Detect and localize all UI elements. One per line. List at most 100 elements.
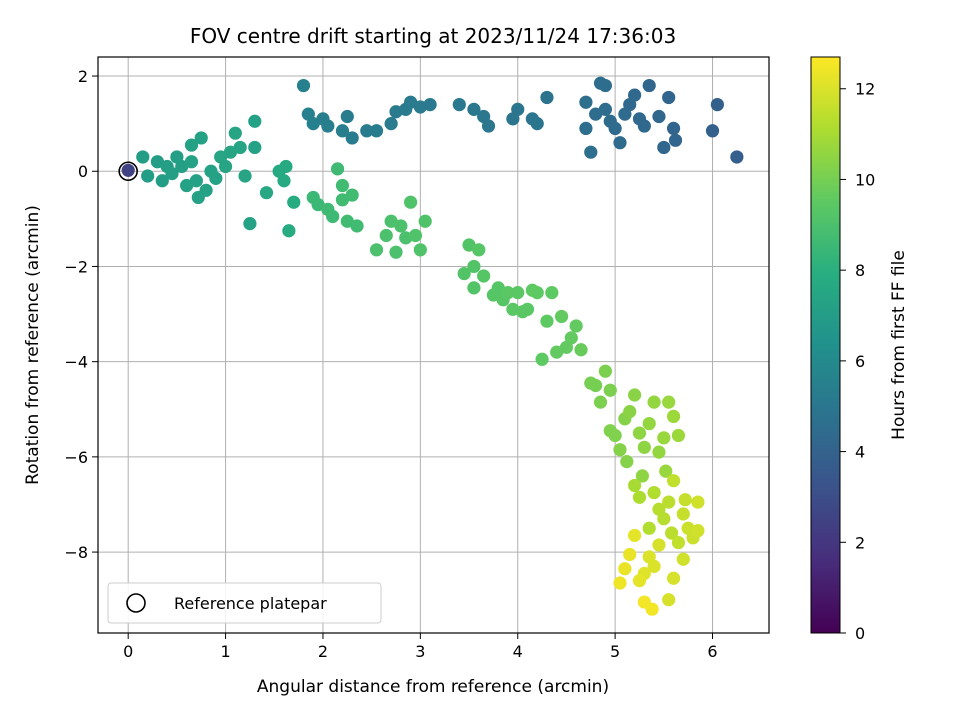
data-point xyxy=(457,266,471,281)
data-point xyxy=(369,243,384,257)
data-point xyxy=(243,217,257,231)
data-point xyxy=(238,169,252,183)
data-point xyxy=(491,281,505,295)
data-point xyxy=(635,469,649,483)
data-point xyxy=(141,169,155,183)
data-point xyxy=(666,571,681,585)
data-point xyxy=(676,507,690,521)
data-point xyxy=(603,383,617,397)
x-tick-label: 3 xyxy=(415,642,425,661)
data-point xyxy=(296,78,311,93)
data-point xyxy=(165,167,179,181)
data-point xyxy=(209,171,223,185)
data-point xyxy=(384,214,398,228)
data-point xyxy=(662,90,676,105)
data-points xyxy=(121,76,744,616)
data-point xyxy=(228,126,242,140)
data-point xyxy=(579,121,593,136)
data-point xyxy=(326,209,340,224)
colorbar-tick-label: 12 xyxy=(855,80,875,99)
data-point xyxy=(666,474,681,488)
data-point xyxy=(259,186,274,200)
y-tick-label: −4 xyxy=(64,353,88,372)
data-point xyxy=(311,197,325,212)
data-point xyxy=(564,331,578,345)
legend-label: Reference platepar xyxy=(174,594,327,613)
data-point xyxy=(665,526,679,540)
data-point xyxy=(467,102,481,116)
data-point xyxy=(623,547,637,562)
data-point xyxy=(589,378,603,393)
data-point xyxy=(666,121,681,136)
colorbar-tick-label: 6 xyxy=(855,352,865,371)
data-point xyxy=(554,309,569,324)
data-point xyxy=(662,395,676,409)
data-point xyxy=(472,243,486,257)
plot-frame xyxy=(97,56,770,634)
data-point xyxy=(540,314,554,328)
data-point xyxy=(540,90,554,105)
data-point xyxy=(632,426,647,440)
data-point xyxy=(335,178,350,193)
y-tick-label: 2 xyxy=(78,67,88,86)
data-point xyxy=(277,174,291,188)
data-point xyxy=(628,88,642,102)
data-point xyxy=(671,535,686,550)
data-point xyxy=(345,131,359,145)
data-point xyxy=(632,574,647,588)
x-tick-label: 4 xyxy=(513,642,523,661)
data-point xyxy=(647,395,661,409)
y-tick-label: −6 xyxy=(64,448,88,467)
data-point xyxy=(350,219,364,233)
y-tick-label: −2 xyxy=(64,257,88,276)
data-point xyxy=(404,95,418,109)
x-tick-label: 2 xyxy=(318,642,328,661)
data-point xyxy=(730,150,744,164)
data-point xyxy=(175,159,189,174)
data-point xyxy=(628,388,642,402)
colorbar-ticks: 0 2 4 6 8 10 12 xyxy=(840,80,875,643)
data-point xyxy=(642,550,656,564)
data-point xyxy=(155,174,169,188)
colorbar-label: Hours from first FF file xyxy=(889,250,909,440)
data-point xyxy=(535,352,549,366)
reference-platepar-marker xyxy=(118,161,138,182)
data-point xyxy=(662,593,676,607)
data-point xyxy=(645,602,659,616)
legend-box xyxy=(107,582,382,624)
data-point xyxy=(574,343,588,357)
data-point xyxy=(384,117,398,131)
chart-title: FOV centre drift starting at 2023/11/24 … xyxy=(190,24,676,48)
data-point xyxy=(282,224,296,238)
data-point xyxy=(637,440,651,454)
data-point xyxy=(248,140,262,155)
data-point xyxy=(199,183,213,197)
data-point xyxy=(623,405,637,419)
data-point xyxy=(189,174,203,188)
data-point xyxy=(579,95,593,109)
y-axis-ticks: 2 0 −2 −4 −6 −8 xyxy=(64,67,98,562)
data-point xyxy=(530,117,544,131)
data-point xyxy=(467,281,481,295)
data-point xyxy=(666,409,681,424)
data-point xyxy=(180,178,194,193)
data-point xyxy=(659,464,673,478)
data-point xyxy=(647,485,661,500)
data-point xyxy=(569,319,583,333)
x-axis-ticks: 0 1 2 3 4 5 6 xyxy=(123,633,718,661)
data-point xyxy=(671,428,686,443)
data-point xyxy=(613,443,627,457)
legend-marker xyxy=(126,593,146,613)
data-point xyxy=(705,124,720,138)
data-point xyxy=(340,214,354,228)
data-point xyxy=(248,114,262,128)
data-point xyxy=(620,455,634,469)
data-point xyxy=(608,121,622,136)
data-point xyxy=(584,145,598,159)
colorbar-tick-label: 8 xyxy=(855,261,865,280)
data-point xyxy=(652,445,666,459)
data-point xyxy=(423,98,437,112)
data-point xyxy=(642,78,656,93)
data-point xyxy=(389,245,403,259)
